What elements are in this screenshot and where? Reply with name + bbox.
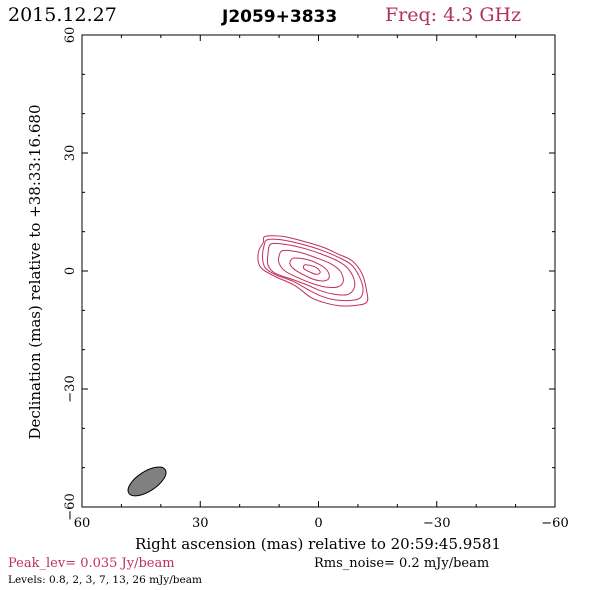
contour-level-2 [262,238,364,302]
contour-level-5 [289,257,330,282]
peak-level: Peak_lev= 0.035 Jy/beam [8,556,175,571]
beam-group [127,466,167,497]
rms-noise: Rms_noise= 0.2 mJy/beam [314,556,489,571]
y-axis-label: Declination (mas) relative to +38:33:16.… [26,104,44,439]
contour-level-1 [257,235,369,307]
source-name: J2059+3833 [221,7,337,27]
x-tick-label: −30 [423,516,450,531]
plot-frame [81,34,556,508]
contour-level-3 [266,242,356,296]
axis-ticks [81,34,556,508]
y-tick-label: −60 [63,493,78,520]
observation-date: 2015.12.27 [8,4,117,26]
contour-group [257,235,369,307]
contour-level-4 [277,249,344,289]
contour-levels: Levels: 0.8, 2, 3, 7, 13, 26 mJy/beam [8,574,202,586]
x-axis-label: Right ascension (mas) relative to 20:59:… [135,535,501,553]
y-tick-label: 60 [63,27,78,44]
beam-ellipse [127,466,167,497]
x-tick-label: −60 [541,516,568,531]
frequency-label: Freq: 4.3 GHz [385,4,521,26]
x-tick-label: 0 [314,516,322,531]
x-tick-label: 30 [192,516,209,531]
x-tick-label: 60 [74,516,91,531]
y-tick-label: 0 [63,267,78,275]
y-tick-label: −30 [63,375,78,402]
y-tick-label: 30 [63,145,78,162]
contour-level-6 [302,264,321,275]
tick-labels: 60 30 0 −30 −60 −60 −30 0 30 60 [63,27,569,531]
